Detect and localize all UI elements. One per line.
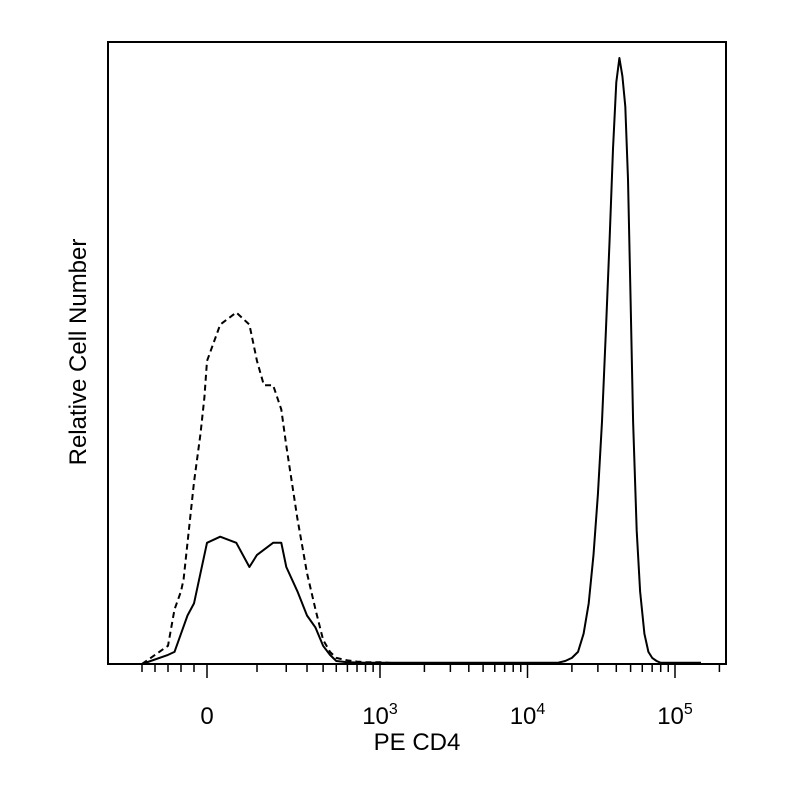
- x-tick-label: 104: [510, 701, 546, 730]
- x-tick-label: 105: [657, 701, 693, 730]
- x-axis: 0 103 104 105: [141, 664, 721, 730]
- histogram-curve-dashed: [141, 311, 425, 665]
- y-axis-title: Relative Cell Number: [65, 239, 92, 466]
- series-layer: [141, 57, 701, 665]
- histogram-curve-solid: [141, 57, 701, 665]
- x-tick-label: 103: [362, 701, 398, 730]
- x-tick-label: 0: [200, 703, 213, 730]
- x-axis-title: PE CD4: [374, 729, 461, 756]
